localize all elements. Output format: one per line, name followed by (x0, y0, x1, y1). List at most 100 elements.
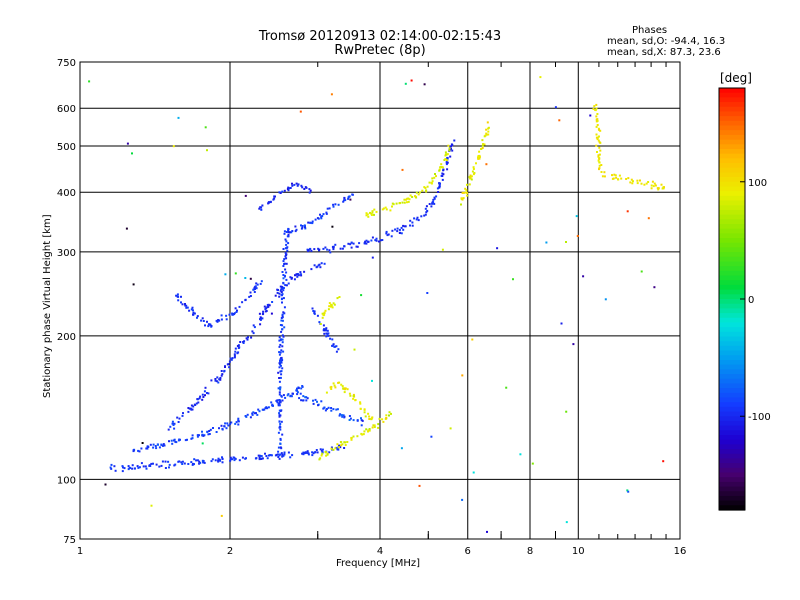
echo-point (202, 434, 205, 437)
echo-point (278, 366, 281, 369)
echo-point (231, 313, 234, 316)
echo-point (423, 214, 426, 217)
echo-point (202, 396, 205, 398)
echo-point (278, 414, 281, 417)
echo-point (424, 207, 427, 210)
echo-point (639, 179, 641, 182)
echo-point (329, 386, 332, 389)
colorbar-segment (719, 238, 745, 244)
echo-point (140, 447, 143, 450)
echo-point (212, 427, 214, 429)
echo-point (369, 211, 371, 214)
echo-point (425, 211, 428, 214)
echo-point (280, 364, 282, 367)
noise-point (627, 490, 630, 493)
x-tick-label: 2 (227, 546, 233, 557)
noise-point (400, 447, 403, 450)
echo-point (290, 395, 293, 398)
echo-point (197, 401, 200, 404)
echo-point (312, 402, 315, 405)
noise-point (531, 462, 534, 465)
echo-point (309, 189, 312, 192)
echo-point (262, 312, 265, 315)
noise-point (426, 292, 429, 294)
echo-point (352, 393, 355, 396)
echo-point (280, 394, 283, 397)
echo-point (321, 312, 324, 315)
echo-point (279, 426, 282, 429)
echo-point (178, 460, 181, 463)
echo-point (321, 448, 324, 451)
echo-point (284, 238, 287, 241)
echo-point (282, 248, 285, 250)
echo-point (332, 382, 335, 385)
echo-point (229, 423, 232, 426)
echo-point (361, 419, 364, 422)
echo-point (339, 247, 342, 250)
echo-point (330, 447, 333, 450)
noise-point (626, 210, 629, 213)
echo-point (282, 454, 285, 457)
echo-point (431, 180, 434, 183)
chart-title: Tromsø 20120913 02:14:00-02:15:43 (258, 29, 502, 44)
colorbar-segment (719, 439, 745, 445)
echo-point (373, 208, 376, 211)
echo-point (286, 188, 289, 190)
echo-point (281, 324, 284, 327)
echo-point (314, 218, 317, 221)
echo-point (442, 173, 445, 176)
echo-point (343, 199, 345, 202)
echo-point (255, 287, 258, 290)
echo-point (485, 132, 488, 135)
echo-point (276, 401, 279, 404)
echo-point (252, 288, 255, 291)
echo-point (279, 361, 282, 364)
colorbar-segment (719, 500, 745, 506)
echo-point (281, 287, 284, 290)
echo-point (160, 443, 163, 446)
echo-point (233, 356, 236, 359)
echo-point (267, 406, 270, 409)
echo-point (283, 451, 286, 454)
echo-point (338, 444, 340, 447)
echo-point (254, 288, 256, 290)
echo-point (323, 262, 326, 265)
echo-point (660, 183, 663, 186)
echo-point (226, 422, 229, 425)
colorbar-segment (719, 420, 745, 427)
echo-point (615, 176, 618, 179)
echo-point (305, 186, 308, 189)
echo-point (596, 124, 599, 126)
noise-point (558, 119, 561, 122)
echo-point (163, 444, 166, 447)
echo-point (328, 302, 331, 305)
echo-point (218, 458, 221, 461)
echo-point (388, 414, 390, 417)
echo-point (287, 227, 290, 230)
echo-point (277, 387, 280, 390)
echo-point (402, 228, 405, 231)
echo-point (371, 211, 374, 214)
noise-point (330, 93, 333, 96)
echo-point (385, 417, 388, 419)
colorbar-segment (719, 172, 745, 178)
echo-point (138, 466, 141, 469)
noise-point (353, 348, 356, 351)
echo-point (228, 360, 231, 363)
echo-point (279, 399, 282, 402)
echo-point (311, 307, 314, 310)
colorbar-segment (719, 233, 745, 239)
echo-point (160, 464, 163, 467)
echo-point (367, 430, 369, 433)
echo-point (285, 254, 287, 257)
echo-point (144, 465, 147, 468)
echo-point (322, 247, 325, 250)
echo-point (337, 348, 340, 351)
echo-point (400, 232, 403, 235)
echo-point (291, 230, 294, 232)
echo-point (211, 458, 214, 461)
echo-point (434, 173, 436, 175)
echo-point (441, 166, 444, 169)
echo-point (233, 459, 236, 462)
echo-point (336, 408, 339, 411)
